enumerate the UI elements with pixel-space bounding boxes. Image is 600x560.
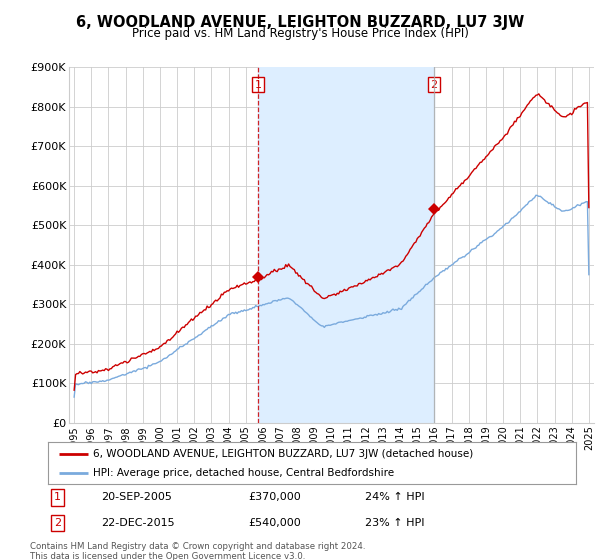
Text: 1: 1 bbox=[254, 80, 262, 90]
Text: Price paid vs. HM Land Registry's House Price Index (HPI): Price paid vs. HM Land Registry's House … bbox=[131, 27, 469, 40]
Text: 1: 1 bbox=[54, 492, 61, 502]
Text: 20-SEP-2005: 20-SEP-2005 bbox=[101, 492, 172, 502]
Text: 22-DEC-2015: 22-DEC-2015 bbox=[101, 518, 175, 528]
Text: 6, WOODLAND AVENUE, LEIGHTON BUZZARD, LU7 3JW: 6, WOODLAND AVENUE, LEIGHTON BUZZARD, LU… bbox=[76, 15, 524, 30]
Text: 23% ↑ HPI: 23% ↑ HPI bbox=[365, 518, 424, 528]
Text: HPI: Average price, detached house, Central Bedfordshire: HPI: Average price, detached house, Cent… bbox=[93, 468, 394, 478]
Text: 2: 2 bbox=[430, 80, 437, 90]
Text: £540,000: £540,000 bbox=[248, 518, 301, 528]
Text: 24% ↑ HPI: 24% ↑ HPI bbox=[365, 492, 424, 502]
Text: Contains HM Land Registry data © Crown copyright and database right 2024.
This d: Contains HM Land Registry data © Crown c… bbox=[30, 542, 365, 560]
Text: £370,000: £370,000 bbox=[248, 492, 301, 502]
Bar bbox=[258, 67, 434, 423]
Text: 6, WOODLAND AVENUE, LEIGHTON BUZZARD, LU7 3JW (detached house): 6, WOODLAND AVENUE, LEIGHTON BUZZARD, LU… bbox=[93, 449, 473, 459]
Text: 2: 2 bbox=[54, 518, 61, 528]
